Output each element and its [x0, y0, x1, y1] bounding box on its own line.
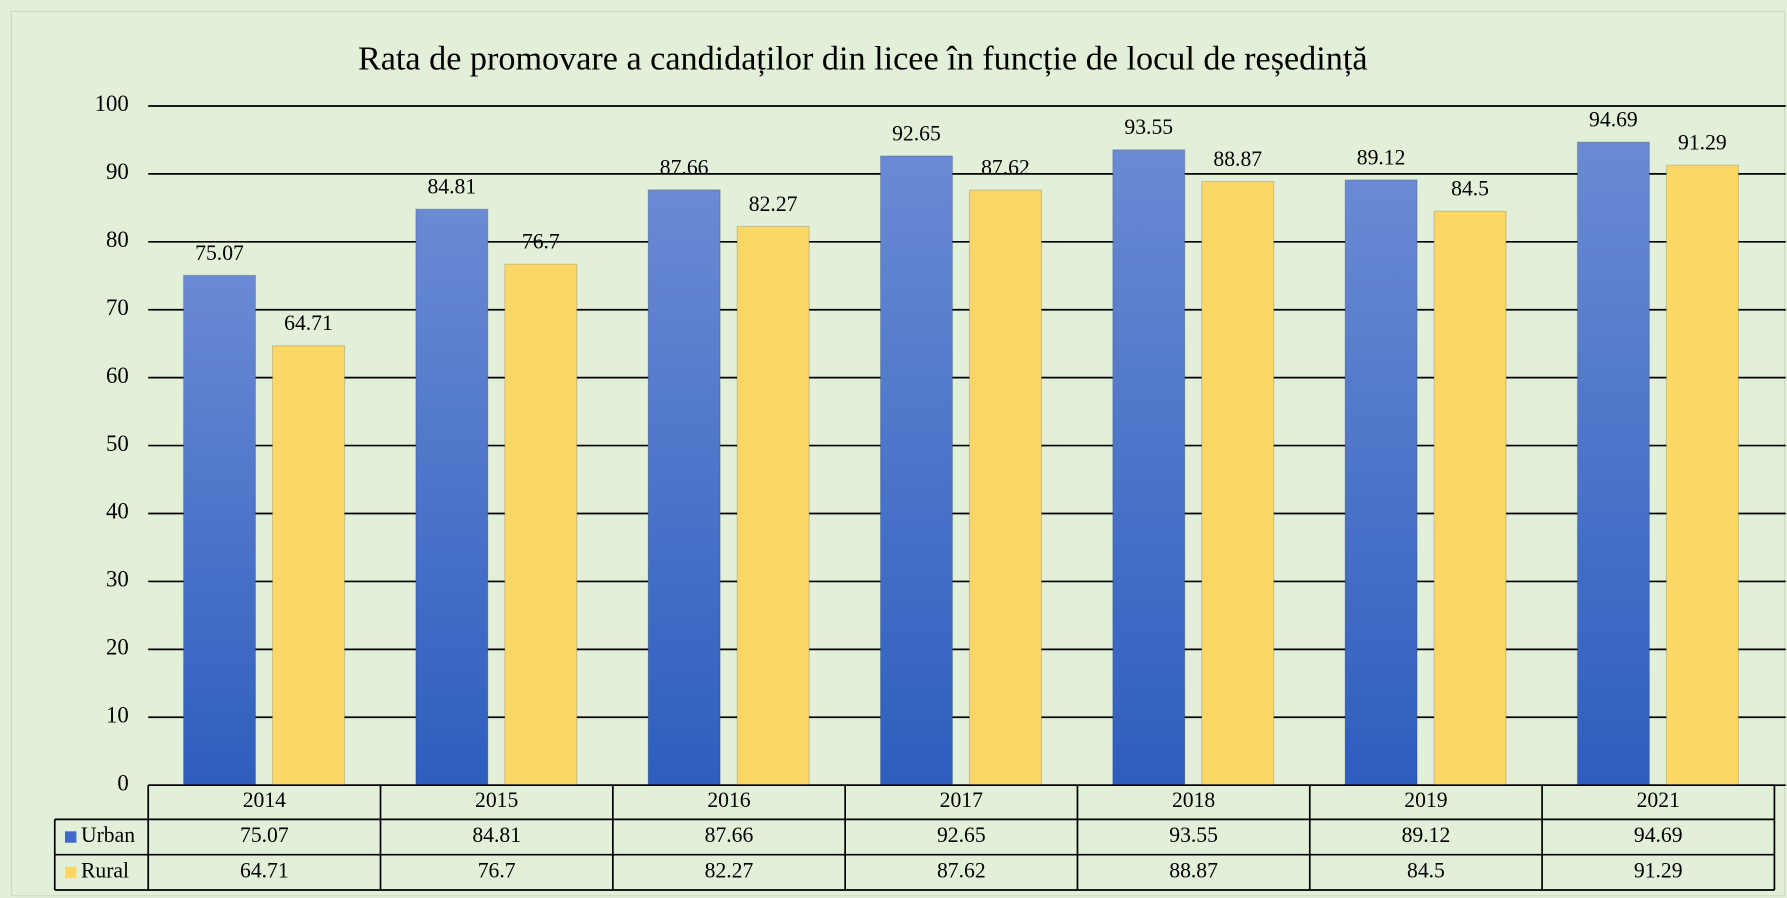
- legend-swatch: [65, 831, 77, 843]
- bar: [879, 155, 954, 786]
- data-label: 88.87: [1213, 147, 1262, 171]
- data-label: 94.69: [1589, 108, 1638, 132]
- legend-swatch: [65, 866, 77, 879]
- bar: [271, 345, 346, 786]
- table-cell: 84.5: [1407, 858, 1445, 882]
- y-tick-label: 60: [106, 363, 129, 388]
- legend-label: Rural: [81, 858, 129, 882]
- table-cell: 94.69: [1634, 823, 1683, 847]
- y-tick-label: 30: [106, 567, 129, 592]
- table-cell: 75.07: [240, 823, 289, 847]
- table-cell: 87.62: [937, 858, 986, 882]
- data-label: 93.55: [1124, 115, 1173, 139]
- bar: [1433, 210, 1507, 786]
- bar: [968, 189, 1043, 786]
- bar: [736, 225, 810, 786]
- bar: [182, 274, 257, 786]
- bar: [1665, 164, 1739, 786]
- y-tick-label: 0: [117, 770, 128, 795]
- data-label: 82.27: [749, 192, 798, 216]
- x-tick-label: 2018: [1172, 788, 1215, 812]
- x-tick-label: 2021: [1637, 788, 1680, 812]
- table-cell: 92.65: [937, 823, 986, 847]
- x-tick-label: 2014: [243, 788, 286, 812]
- bar: [1344, 179, 1418, 786]
- table-cell: 76.7: [478, 858, 516, 882]
- bar: [415, 208, 489, 786]
- table-cell: 82.27: [705, 858, 754, 882]
- data-label: 89.12: [1357, 145, 1406, 169]
- data-label: 91.29: [1678, 131, 1727, 155]
- chart-title: Rata de promovare a candidaților din lic…: [358, 40, 1368, 77]
- x-tick-label: 2017: [940, 788, 983, 812]
- data-label: 92.65: [892, 121, 941, 145]
- table-cell: 87.66: [705, 823, 754, 847]
- data-label: 87.66: [660, 155, 709, 179]
- table-cell: 93.55: [1169, 823, 1218, 847]
- table-cell: 84.81: [472, 823, 521, 847]
- table-cell: 89.12: [1402, 823, 1451, 847]
- table-cell: 88.87: [1169, 858, 1218, 882]
- y-tick-label: 90: [106, 159, 129, 184]
- y-tick-label: 50: [106, 431, 129, 456]
- x-tick-label: 2016: [707, 788, 750, 812]
- y-tick-label: 10: [106, 702, 129, 727]
- data-label: 75.07: [195, 241, 244, 265]
- bar: [647, 189, 721, 786]
- bar: [1201, 181, 1275, 786]
- y-tick-label: 40: [106, 499, 129, 524]
- x-tick-label: 2015: [475, 788, 518, 812]
- y-tick-label: 70: [106, 295, 129, 320]
- x-tick-label: 2019: [1404, 788, 1447, 812]
- bar: [504, 263, 578, 786]
- data-label: 84.81: [427, 175, 476, 199]
- legend-label: Urban: [81, 823, 135, 847]
- y-tick-label: 80: [106, 227, 129, 252]
- data-label: 84.5: [1451, 177, 1489, 201]
- y-tick-label: 20: [106, 635, 129, 660]
- bar: [1112, 149, 1186, 786]
- y-tick-label: 100: [95, 91, 129, 116]
- table-cell: 91.29: [1634, 858, 1683, 882]
- bar: [1576, 141, 1650, 786]
- data-label: 87.62: [981, 156, 1030, 180]
- data-label: 64.71: [284, 311, 333, 335]
- data-label: 76.7: [522, 230, 560, 254]
- table-cell: 64.71: [240, 858, 289, 882]
